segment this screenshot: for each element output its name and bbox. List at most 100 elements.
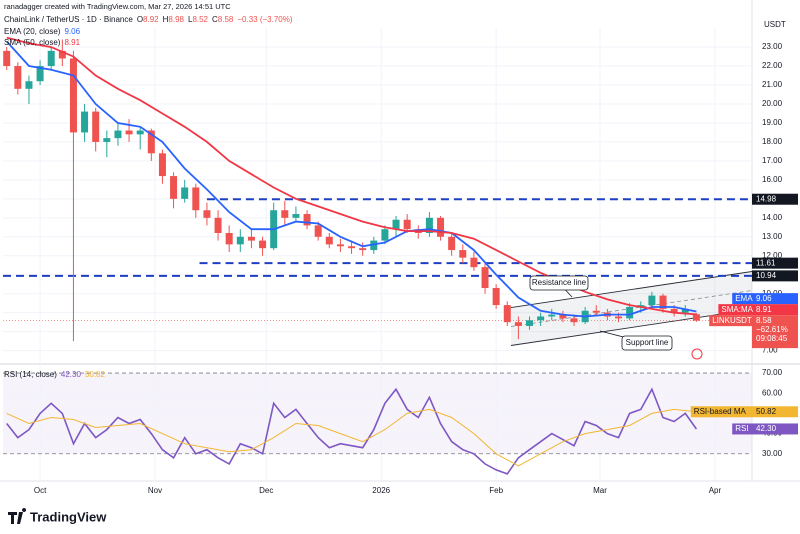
rsi-ma-line (6, 408, 697, 467)
ohlc-prefix: C (212, 15, 218, 24)
x-tick-label: Apr (709, 486, 722, 495)
y-tick-label: 70.00 (762, 368, 783, 377)
x-tick-label: Mar (593, 486, 607, 495)
last-price-tag-label-bg (709, 315, 752, 327)
y-tick-label: 12.00 (762, 251, 783, 260)
last-price-tag-bg (752, 315, 798, 349)
x-tick-label: Feb (489, 486, 503, 495)
candle-body (437, 217, 445, 237)
candle-body (637, 305, 645, 307)
candle-body (247, 236, 255, 241)
y-tick-label: 23.00 (762, 42, 783, 51)
candle-body (281, 210, 289, 218)
level-tag-bg (752, 257, 798, 269)
x-tick-label: 2026 (372, 486, 390, 495)
rsi-value: 42.30 (61, 370, 82, 379)
y-tick-label: 21.00 (762, 80, 783, 89)
countdown: 09:08:45 (756, 334, 788, 343)
candle-body (325, 236, 333, 245)
logo-text: TradingView (30, 509, 107, 524)
candle-body (314, 225, 322, 237)
ohlc-value: 8.52 (192, 15, 208, 24)
candle-body (225, 232, 233, 245)
candle-body (203, 210, 211, 218)
candle-body (192, 187, 200, 211)
indicator-name: SMA (50, close) (4, 38, 61, 47)
candle-body (403, 219, 411, 230)
indicator-legend: EMA (20, close) 9.06 (4, 27, 81, 36)
candle-body (459, 250, 467, 258)
logo-mark (8, 508, 27, 524)
candle-body (481, 267, 489, 289)
level-tag-bg (752, 270, 798, 282)
candle-body (158, 153, 166, 177)
candle-body (147, 130, 155, 154)
ohlc-prefix: O (137, 15, 143, 24)
candle-body (81, 111, 89, 133)
currency-label: USDT (764, 20, 786, 29)
y-tick-label: 22.00 (762, 61, 783, 70)
y-tick-label: 13.00 (762, 232, 783, 241)
candle-body (47, 50, 55, 67)
tradingview-logo: TradingView (8, 508, 107, 524)
candle-body (692, 314, 700, 321)
candle-body (470, 257, 478, 268)
candle-body (103, 138, 111, 142)
rsi-ma-tag: 50.82 (756, 407, 777, 416)
candle-body (3, 50, 11, 67)
rsi-ma-tag-label: RSI-based MA (694, 407, 747, 416)
symbol: ChainLink / TetherUS · 1D · Binance (4, 15, 133, 24)
last-price-tag: 8.58 (756, 316, 772, 325)
alert-icon (691, 348, 703, 360)
rsi-ma-value: 50.82 (85, 370, 106, 379)
y-tick-label: 14.00 (762, 213, 783, 222)
indicator-name: EMA (20, close) (4, 27, 61, 36)
candle-body (670, 308, 678, 313)
ohlc-value: 8.92 (143, 15, 159, 24)
candle-body (448, 236, 456, 251)
candle-body (425, 217, 433, 233)
y-tick-label: 16.00 (762, 175, 783, 184)
y-tick-label: 20.00 (762, 99, 783, 108)
change: −0.33 (−3.70%) (237, 15, 292, 24)
y-tick-label: 18.00 (762, 137, 783, 146)
rsi-tag-bg (752, 423, 798, 435)
sma-tag-bg (752, 304, 798, 316)
rsi-tag-label-bg (732, 423, 752, 435)
y-tick-label: 30.00 (762, 449, 783, 458)
y-tick-label: 60.00 (762, 388, 783, 397)
candle-body (559, 314, 567, 319)
credit: ranadagger created with TradingView.com,… (4, 2, 231, 11)
channel-upper (510, 271, 753, 308)
y-tick-label: 19.00 (762, 118, 783, 127)
annotation-text: Support line (626, 338, 669, 347)
rsi-ma-tag-bg (752, 406, 798, 418)
candle-body (25, 81, 33, 89)
candle-body (170, 176, 178, 199)
candle-body (303, 214, 311, 226)
candle-body (392, 219, 400, 230)
candle-body (659, 295, 667, 309)
candle-body (36, 66, 44, 82)
sma-tag-label: SMA:MA (721, 305, 753, 314)
rsi-legend: RSI (14, close) 42.30 50.82 (4, 370, 106, 379)
candle-body (181, 187, 189, 199)
sma-tag: 8.91 (756, 305, 772, 314)
candle-body (58, 50, 66, 59)
indicator-value: 9.06 (64, 27, 80, 36)
rsi-title: RSI (14, close) (4, 370, 57, 379)
candle-body (514, 322, 522, 326)
candle-body (626, 306, 634, 319)
sma-tag-label-bg (718, 304, 752, 316)
ohlc-value: 8.58 (218, 15, 234, 24)
x-tick-label: Oct (34, 486, 47, 495)
candle-body (615, 316, 623, 319)
rsi-line (6, 387, 698, 475)
x-tick-label: Dec (259, 486, 273, 495)
candle-body (214, 217, 222, 233)
candle-body (592, 310, 600, 313)
candle-body (348, 246, 356, 249)
ema-tag-bg (752, 293, 798, 305)
